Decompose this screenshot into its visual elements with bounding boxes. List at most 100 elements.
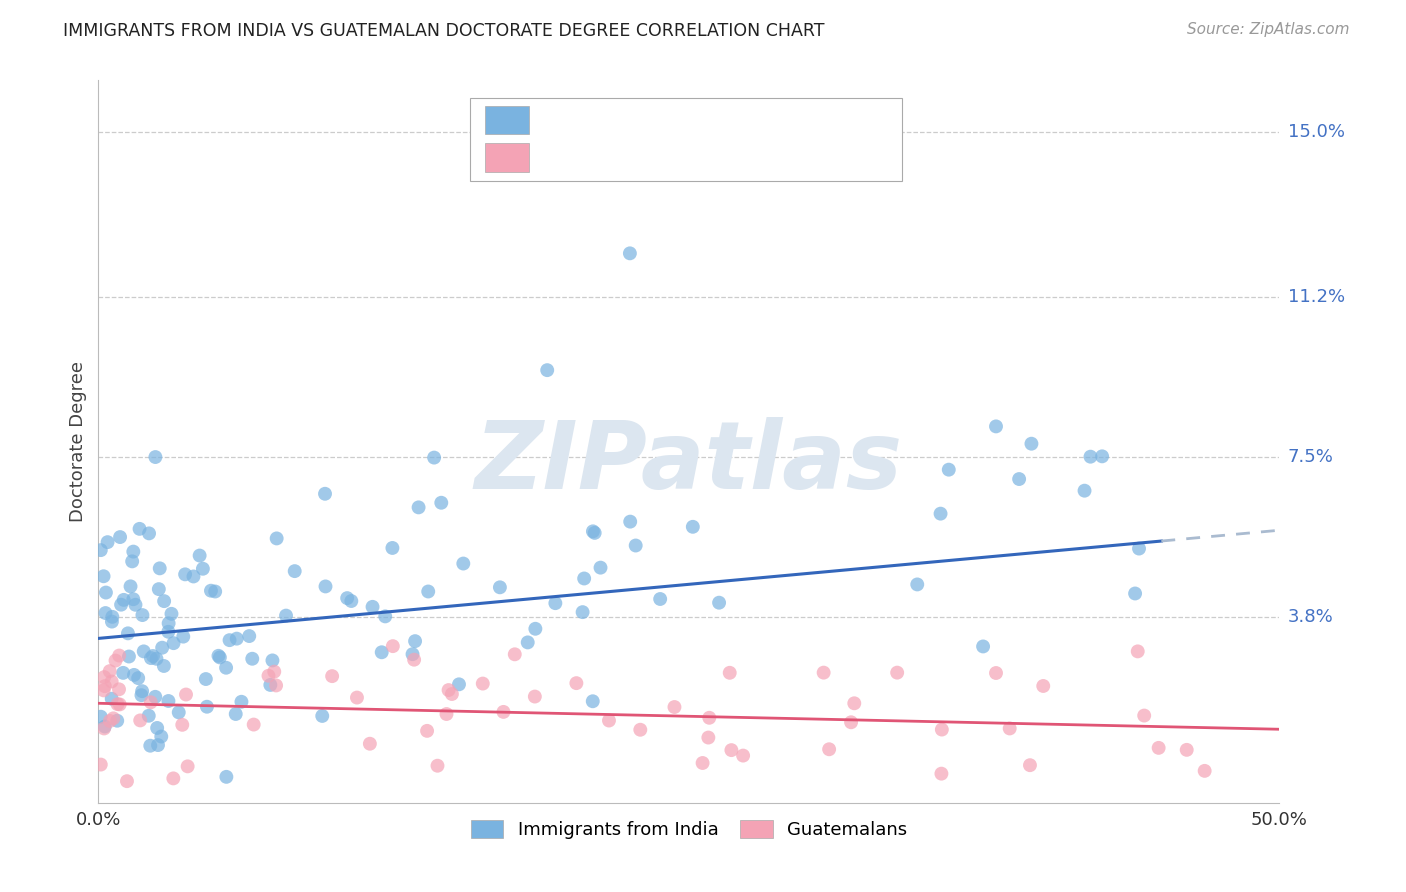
Point: [929, 507, 952, 521]
Point: [139, 695, 162, 709]
Point: [418, 584, 440, 599]
Point: [401, 647, 423, 661]
Point: [697, 731, 720, 745]
Point: [172, 630, 194, 644]
Point: [225, 632, 247, 646]
Point: [931, 723, 953, 737]
Legend: Immigrants from India, Guatemalans: Immigrants from India, Guatemalans: [461, 811, 917, 848]
Point: [938, 463, 960, 477]
Point: [98, 664, 121, 678]
Point: [127, 671, 149, 685]
Point: [100, 691, 122, 706]
Point: [94, 679, 117, 693]
Point: [628, 723, 651, 737]
Point: [101, 610, 124, 624]
Point: [132, 644, 155, 658]
Point: [200, 583, 222, 598]
Point: [1032, 679, 1054, 693]
Point: [225, 706, 247, 721]
Point: [404, 653, 426, 667]
Point: [138, 708, 160, 723]
Point: [984, 665, 1007, 680]
Point: [162, 636, 184, 650]
Point: [157, 694, 180, 708]
Point: [453, 557, 475, 571]
Point: [257, 669, 280, 683]
Text: 0.353: 0.353: [595, 111, 654, 129]
Point: [582, 694, 605, 708]
Point: [112, 665, 135, 680]
Point: [238, 629, 260, 643]
Point: [231, 695, 253, 709]
Point: [1175, 743, 1198, 757]
Point: [844, 696, 866, 710]
Y-axis label: Doctorate Degree: Doctorate Degree: [69, 361, 87, 522]
Point: [598, 714, 620, 728]
Point: [718, 665, 741, 680]
Point: [624, 539, 647, 553]
Point: [1073, 483, 1095, 498]
Point: [90, 757, 112, 772]
FancyBboxPatch shape: [471, 98, 901, 181]
Point: [447, 677, 470, 691]
Point: [98, 714, 121, 728]
Point: [122, 668, 145, 682]
Point: [998, 722, 1021, 736]
Point: [94, 719, 117, 733]
Point: [112, 592, 135, 607]
Point: [426, 758, 449, 772]
Point: [174, 688, 197, 702]
Point: [266, 532, 288, 546]
Point: [1147, 740, 1170, 755]
Point: [489, 580, 512, 594]
Point: [1021, 436, 1043, 450]
Text: 115: 115: [742, 111, 778, 129]
Text: 3.8%: 3.8%: [1288, 607, 1333, 626]
Point: [370, 645, 392, 659]
Point: [720, 743, 742, 757]
Text: -0.235: -0.235: [595, 148, 654, 167]
Text: 11.2%: 11.2%: [1288, 287, 1346, 306]
Point: [128, 522, 150, 536]
Point: [215, 661, 238, 675]
Text: ZIPatlas: ZIPatlas: [475, 417, 903, 509]
Point: [118, 649, 141, 664]
Point: [321, 669, 343, 683]
Point: [105, 714, 128, 728]
Point: [471, 676, 494, 690]
Point: [1091, 450, 1114, 464]
Point: [818, 742, 841, 756]
Point: [188, 549, 211, 563]
Point: [240, 652, 263, 666]
Point: [208, 650, 231, 665]
Point: [572, 572, 595, 586]
Point: [150, 640, 173, 655]
Point: [404, 634, 426, 648]
Text: R =: R =: [544, 148, 585, 167]
Point: [361, 599, 384, 614]
Point: [1008, 472, 1031, 486]
Point: [381, 639, 404, 653]
Point: [131, 684, 153, 698]
Point: [311, 709, 333, 723]
Point: [157, 616, 180, 631]
Point: [619, 515, 641, 529]
Text: Source: ZipAtlas.com: Source: ZipAtlas.com: [1187, 22, 1350, 37]
Point: [336, 591, 359, 606]
Point: [492, 705, 515, 719]
Point: [692, 756, 714, 770]
Point: [131, 608, 153, 623]
FancyBboxPatch shape: [485, 105, 530, 135]
Point: [408, 500, 430, 515]
Point: [1019, 758, 1042, 772]
Point: [94, 606, 117, 620]
Point: [905, 577, 928, 591]
Point: [315, 579, 337, 593]
Point: [284, 564, 307, 578]
Point: [440, 687, 463, 701]
Point: [167, 706, 190, 720]
Point: [839, 715, 862, 730]
Point: [129, 714, 152, 728]
Point: [589, 560, 612, 574]
Point: [263, 665, 285, 679]
